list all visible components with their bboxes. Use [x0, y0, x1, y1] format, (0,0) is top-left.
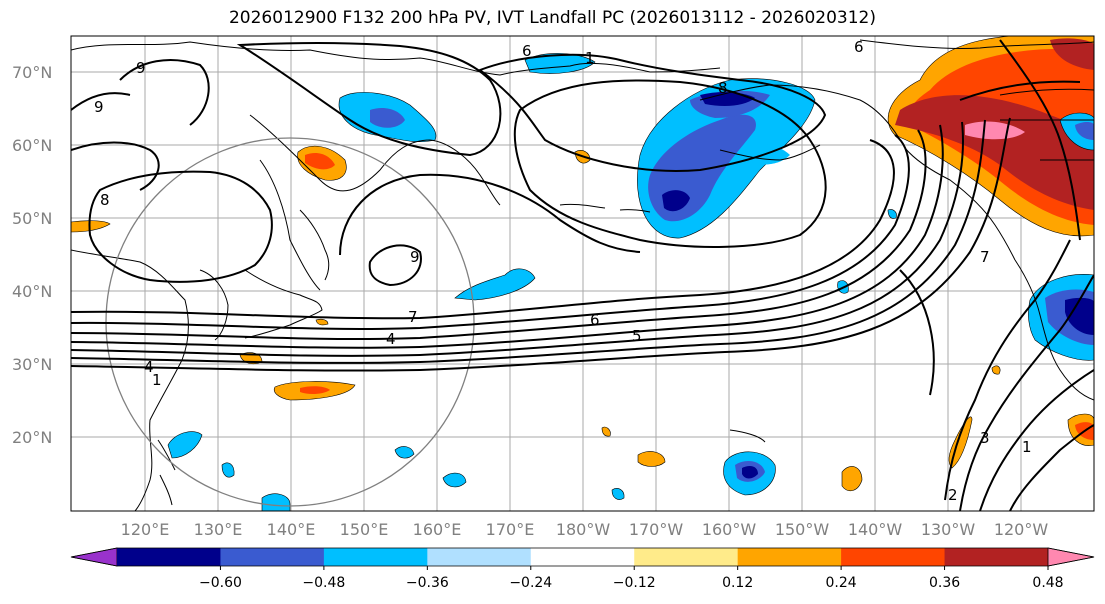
- lon-label: 160°W: [702, 520, 757, 539]
- coastlines: [71, 39, 1094, 511]
- contour-label: 7: [408, 308, 418, 326]
- lat-label: 20°N: [12, 428, 52, 447]
- contour-label: 1: [152, 371, 162, 389]
- lat-label: 40°N: [12, 282, 52, 301]
- latitude-axis: 70°N 60°N 50°N 40°N 30°N 20°N: [12, 63, 52, 447]
- lon-label: 160°E: [413, 520, 462, 539]
- map-frame: [70, 35, 1095, 512]
- colorbar-label: −0.60: [199, 575, 242, 591]
- contour-label: 2: [948, 486, 958, 504]
- contour-label: 1: [585, 49, 595, 67]
- lat-label: 70°N: [12, 63, 52, 82]
- colorbar-label: −0.24: [509, 575, 552, 591]
- contour-label: 4: [144, 358, 154, 376]
- lon-label: 120°E: [121, 520, 170, 539]
- lon-label: 170°W: [629, 520, 684, 539]
- longitude-axis: 120°E 130°E 140°E 150°E 160°E 170°E 180°W 170°W…: [121, 520, 1049, 539]
- colorbar-extend-low: [70, 547, 118, 567]
- colorbar-label: 0.36: [929, 575, 960, 591]
- colorbar-swatch: [220, 548, 325, 566]
- colorbar: −0.60 −0.48 −0.36 −0.24 −0.12 0.12 0.24 0.36 0.4…: [70, 547, 1095, 591]
- lat-label: 30°N: [12, 355, 52, 374]
- colorbar-border: [70, 547, 1095, 567]
- colorbar-label: −0.48: [302, 575, 345, 591]
- pv-anomaly-fill: [71, 36, 1094, 511]
- lon-label: 140°W: [848, 520, 903, 539]
- colorbar-swatch: [634, 548, 739, 566]
- contour-label: 6: [590, 311, 600, 329]
- lon-label: 120°W: [994, 520, 1049, 539]
- lat-label: 50°N: [12, 209, 52, 228]
- contour-label: 3: [980, 429, 990, 447]
- lon-label: 150°E: [340, 520, 389, 539]
- contour-label: 9: [136, 59, 146, 77]
- colorbar-label: 0.12: [722, 575, 753, 591]
- contour-label: 4: [386, 330, 396, 348]
- colorbar-label: 0.48: [1032, 575, 1063, 591]
- lat-label: 60°N: [12, 136, 52, 155]
- map-title: 2026012900 F132 200 hPa PV, IVT Landfall…: [228, 8, 876, 28]
- contour-label: 1: [1022, 438, 1032, 456]
- contour-label: 8: [718, 79, 728, 97]
- ivt-contours: [71, 39, 1094, 511]
- colorbar-swatch: [530, 548, 635, 566]
- colorbar-swatch: [737, 548, 842, 566]
- colorbar-label: 0.24: [826, 575, 857, 591]
- colorbar-swatch: [841, 548, 946, 566]
- contour-label: 9: [410, 248, 420, 266]
- colorbar-label: −0.12: [613, 575, 656, 591]
- colorbar-swatch: [944, 548, 1049, 566]
- lon-label: 130°W: [921, 520, 976, 539]
- lon-label: 180°W: [556, 520, 611, 539]
- contour-label: 7: [980, 248, 990, 266]
- contour-label: 6: [522, 42, 532, 60]
- lon-label: 170°E: [486, 520, 535, 539]
- colorbar-swatch: [427, 548, 532, 566]
- lon-label: 130°E: [194, 520, 243, 539]
- lon-label: 140°E: [267, 520, 316, 539]
- target-circle: [105, 137, 475, 507]
- colorbar-extend-high: [1047, 547, 1095, 567]
- contour-label: 9: [94, 98, 104, 116]
- colorbar-swatch: [323, 548, 428, 566]
- contour-label-group: 6 1 8 9 9 8 9 7 4 6 5 7 4 1 3 1 2 6: [94, 38, 1032, 504]
- contour-label: 6: [854, 38, 864, 56]
- colorbar-label: −0.36: [406, 575, 449, 591]
- colorbar-swatch: [117, 548, 221, 566]
- contour-label: 8: [100, 191, 110, 209]
- lon-label: 150°W: [775, 520, 830, 539]
- contour-label: 5: [632, 327, 642, 345]
